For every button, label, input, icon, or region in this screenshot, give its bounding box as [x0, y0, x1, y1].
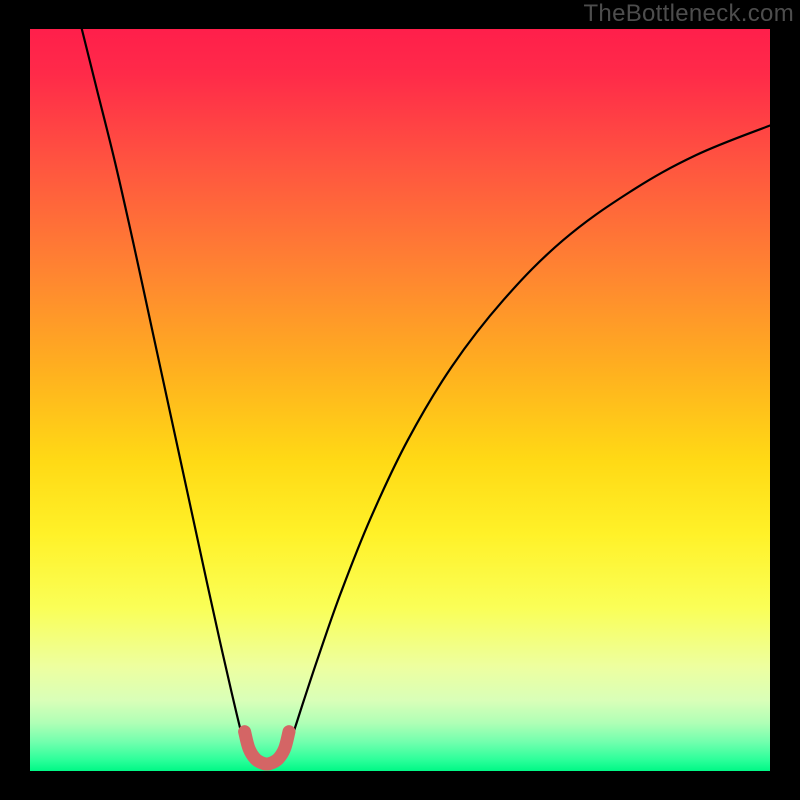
bottleneck-chart: [0, 0, 800, 800]
chart-frame: TheBottleneck.com: [0, 0, 800, 800]
watermark-text: TheBottleneck.com: [583, 0, 794, 28]
chart-background: [30, 29, 770, 771]
